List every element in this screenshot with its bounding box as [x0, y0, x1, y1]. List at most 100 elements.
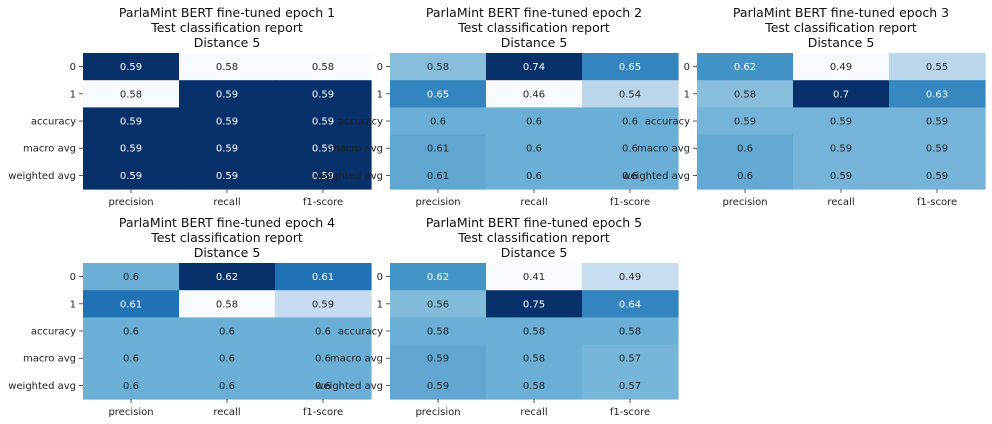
heatmap-cell — [793, 107, 890, 136]
x-tick-label: precision — [415, 197, 460, 208]
heatmap-cell — [390, 53, 487, 81]
heatmap-cell — [275, 107, 372, 136]
heatmap-cell — [793, 161, 890, 190]
heatmap-cell — [275, 317, 372, 346]
heatmap-cell — [889, 161, 986, 190]
heatmap-cell — [179, 371, 276, 400]
cell-value-label: 0.59 — [120, 117, 142, 128]
cell-value-label: 0.59 — [312, 144, 334, 155]
heatmap-cell — [697, 107, 794, 136]
heatmap-cell — [83, 290, 180, 318]
cell-value-label: 0.59 — [830, 117, 852, 128]
y-tick-label: weighted avg — [8, 381, 76, 392]
cell-value-label: 0.57 — [619, 381, 641, 392]
x-tick-label: precision — [415, 407, 460, 418]
y-tick-label: macro avg — [330, 144, 383, 155]
cell-value-label: 0.6 — [622, 144, 638, 155]
heatmap-cell — [486, 344, 583, 373]
cell-value-label: 0.6 — [315, 354, 331, 365]
y-tick-label: 0 — [377, 62, 383, 73]
cell-value-label: 0.59 — [312, 89, 334, 100]
panel-title-line: Distance 5 — [808, 35, 875, 50]
y-tick-label: accuracy — [31, 117, 76, 128]
cell-value-label: 0.59 — [427, 381, 449, 392]
heatmap-cell — [179, 134, 276, 163]
heatmap-cell — [697, 161, 794, 190]
heatmap-cell — [889, 53, 986, 81]
cell-value-label: 0.6 — [737, 144, 753, 155]
heatmap-cell — [390, 107, 487, 136]
heatmap-cell — [582, 80, 679, 108]
y-tick-label: macro avg — [23, 354, 76, 365]
panel-title-line: Distance 5 — [501, 35, 568, 50]
heatmap-cell — [697, 53, 794, 81]
cell-value-label: 0.6 — [315, 381, 331, 392]
heatmap-cell — [582, 317, 679, 346]
x-tick-label: f1-score — [917, 197, 957, 208]
cell-value-label: 0.61 — [427, 144, 449, 155]
heatmap-cell — [179, 53, 276, 81]
heatmap-cell — [486, 53, 583, 81]
y-tick-label: macro avg — [637, 144, 690, 155]
heatmap-cell — [275, 344, 372, 373]
x-tick-label: f1-score — [610, 407, 650, 418]
y-tick-label: 1 — [70, 89, 76, 100]
y-tick-label: weighted avg — [315, 171, 383, 182]
x-tick-label: f1-score — [610, 197, 650, 208]
x-tick-label: recall — [213, 197, 240, 208]
y-tick-label: 0 — [377, 272, 383, 283]
heatmap-cell — [793, 134, 890, 163]
y-tick-label: accuracy — [338, 327, 383, 338]
cell-value-label: 0.6 — [219, 354, 235, 365]
y-tick-label: weighted avg — [8, 171, 76, 182]
heatmap-cell — [275, 290, 372, 318]
y-tick-label: 0 — [70, 272, 76, 283]
cell-value-label: 0.58 — [523, 381, 545, 392]
cell-value-label: 0.59 — [120, 171, 142, 182]
heatmap-cell — [275, 134, 372, 163]
heatmap-cell — [83, 317, 180, 346]
panel-title-line: Distance 5 — [194, 245, 261, 260]
cell-value-label: 0.6 — [430, 117, 446, 128]
cell-value-label: 0.6 — [526, 171, 542, 182]
heatmap-cell — [83, 344, 180, 373]
x-tick-label: f1-score — [303, 197, 343, 208]
cell-value-label: 0.61 — [427, 171, 449, 182]
cell-value-label: 0.58 — [216, 299, 238, 310]
cell-value-label: 0.61 — [312, 272, 334, 283]
panel-title-line: ParlaMint BERT fine-tuned epoch 3 — [733, 5, 949, 20]
cell-value-label: 0.59 — [120, 144, 142, 155]
y-tick-label: accuracy — [31, 327, 76, 338]
cell-value-label: 0.49 — [619, 272, 641, 283]
heatmap-cell — [275, 161, 372, 190]
cell-value-label: 0.62 — [427, 272, 449, 283]
cell-value-label: 0.65 — [619, 62, 641, 73]
panel-title-line: Test classification report — [150, 230, 303, 245]
cell-value-label: 0.57 — [619, 354, 641, 365]
cell-value-label: 0.58 — [523, 354, 545, 365]
cell-value-label: 0.7 — [833, 89, 849, 100]
heatmap-cell — [889, 134, 986, 163]
heatmap-cell — [390, 371, 487, 400]
x-tick-label: recall — [213, 407, 240, 418]
y-tick-label: 0 — [684, 62, 690, 73]
cell-value-label: 0.58 — [312, 62, 334, 73]
cell-value-label: 0.6 — [219, 327, 235, 338]
heatmap-cell — [275, 80, 372, 108]
y-tick-label: 1 — [377, 299, 383, 310]
heatmap-cell — [486, 134, 583, 163]
cell-value-label: 0.54 — [619, 89, 641, 100]
panel-title-line: Test classification report — [457, 230, 610, 245]
cell-value-label: 0.59 — [830, 144, 852, 155]
y-tick-label: 0 — [70, 62, 76, 73]
cell-value-label: 0.46 — [523, 89, 545, 100]
heatmap-cell — [582, 53, 679, 81]
heatmap-cell — [582, 344, 679, 373]
cell-value-label: 0.6 — [737, 171, 753, 182]
cell-value-label: 0.59 — [312, 117, 334, 128]
cell-value-label: 0.59 — [216, 89, 238, 100]
panel-title-line: ParlaMint BERT fine-tuned epoch 1 — [119, 5, 335, 20]
